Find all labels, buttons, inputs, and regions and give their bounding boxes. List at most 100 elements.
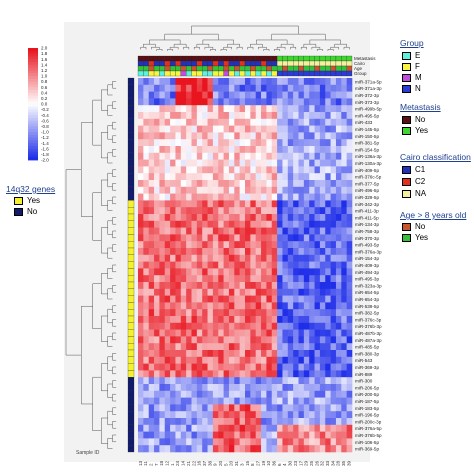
heatmap-cell — [346, 418, 353, 426]
colorbar-swatch — [28, 98, 38, 102]
heatmap-cell — [228, 248, 235, 256]
heatmap-cell — [303, 118, 310, 126]
heatmap-cell — [207, 309, 214, 317]
colorbar-swatch — [28, 126, 38, 130]
heatmap-cell — [335, 288, 342, 296]
heatmap-cell — [239, 125, 246, 133]
heatmap-cell — [196, 261, 203, 269]
heatmap-cell — [330, 112, 337, 120]
heatmap-cell — [159, 350, 166, 358]
column-label: 7 — [154, 463, 159, 466]
heatmap-cell — [234, 390, 240, 398]
heatmap-cell — [143, 370, 149, 378]
heatmap-cell — [159, 118, 166, 126]
heatmap-cell — [154, 309, 160, 317]
heatmap-cell — [314, 377, 321, 385]
heatmap-cell — [234, 350, 240, 358]
heatmap-cell — [143, 268, 149, 276]
heatmap-cell — [271, 105, 278, 113]
heatmap-cell — [309, 275, 315, 283]
annotation-cell-age — [244, 65, 251, 72]
heatmap-cell — [223, 248, 230, 256]
heatmap-cell — [170, 200, 176, 208]
annotation-cell-cairo — [271, 60, 278, 67]
heatmap-cell — [282, 146, 289, 154]
heatmap-cell — [175, 363, 182, 371]
colorbar-tick-label: -0.2 — [41, 107, 49, 112]
heatmap-cell — [261, 200, 267, 208]
heatmap-cell — [250, 316, 256, 324]
heatmap-cell — [228, 275, 235, 283]
heatmap-cell — [245, 431, 251, 439]
heatmap-cell — [154, 248, 160, 256]
heatmap-cell — [212, 241, 219, 249]
heatmap-cell — [335, 336, 342, 344]
heatmap-cell — [335, 248, 342, 256]
heatmap-cell — [261, 152, 267, 160]
annotation-cell-cairo — [218, 60, 224, 67]
annotation-cell-cairo — [153, 60, 160, 67]
heatmap-cell — [138, 125, 144, 133]
heatmap-cell — [309, 173, 315, 181]
annotation-cell-group — [276, 70, 283, 77]
heatmap-cell — [250, 356, 256, 364]
heatmap-cell — [212, 84, 219, 92]
heatmap-cell — [218, 248, 224, 256]
heatmap-cell — [239, 424, 246, 432]
heatmap-cell — [186, 112, 192, 120]
heatmap-cell — [148, 404, 155, 412]
heatmap-cell — [309, 91, 315, 99]
heatmap-cell — [159, 248, 166, 256]
row-label: miR-433 — [355, 120, 373, 125]
heatmap-cell — [223, 384, 230, 392]
heatmap-cell — [319, 118, 326, 126]
heatmap-cell — [319, 234, 326, 242]
heatmap-cell — [138, 159, 144, 167]
heatmap-cell — [138, 411, 144, 419]
heatmap-cell — [234, 268, 240, 276]
heatmap-cell — [346, 309, 353, 317]
annotation-cell-age — [346, 65, 353, 72]
heatmap-cell — [175, 343, 182, 351]
column-label: 3 — [239, 463, 244, 466]
heatmap-cell — [170, 152, 176, 160]
heatmap-cell — [245, 288, 251, 296]
row-label: miR-496-5p — [355, 188, 379, 193]
heatmap-cell — [186, 377, 192, 385]
heatmap-cell — [309, 384, 315, 392]
heatmap-cell — [271, 112, 278, 120]
heatmap-cell — [234, 139, 240, 147]
heatmap-cell — [191, 241, 198, 249]
heatmap-cell — [186, 404, 192, 412]
legend-label: C2 — [415, 177, 426, 186]
annotation-cell-group — [212, 70, 219, 77]
heatmap-cell — [138, 322, 144, 330]
heatmap-cell — [250, 390, 256, 398]
colorbar-swatch — [28, 84, 38, 88]
heatmap-cell — [175, 132, 182, 140]
heatmap-cell — [159, 275, 166, 283]
heatmap-cell — [325, 254, 331, 262]
heatmap-cell — [180, 200, 187, 208]
heatmap-cell — [159, 220, 166, 228]
heatmap-cell — [180, 329, 187, 337]
heatmap-cell — [180, 268, 187, 276]
heatmap-cell — [335, 91, 342, 99]
heatmap-cell — [298, 390, 305, 398]
heatmap-cell — [266, 112, 273, 120]
heatmap-cell — [319, 350, 326, 358]
heatmap-cell — [287, 234, 294, 242]
heatmap-cell — [330, 139, 337, 147]
heatmap-cell — [212, 309, 219, 317]
heatmap-cell — [250, 424, 256, 432]
heatmap-cell — [212, 261, 219, 269]
heatmap-cell — [309, 84, 315, 92]
annotation-label: Group — [354, 71, 367, 76]
heatmap-cell — [282, 316, 289, 324]
heatmap-cell — [266, 180, 273, 188]
heatmap-cell — [164, 268, 171, 276]
heatmap-cell — [298, 132, 305, 140]
heatmap-cell — [138, 316, 144, 324]
heatmap-cell — [239, 132, 246, 140]
heatmap-cell — [196, 220, 203, 228]
